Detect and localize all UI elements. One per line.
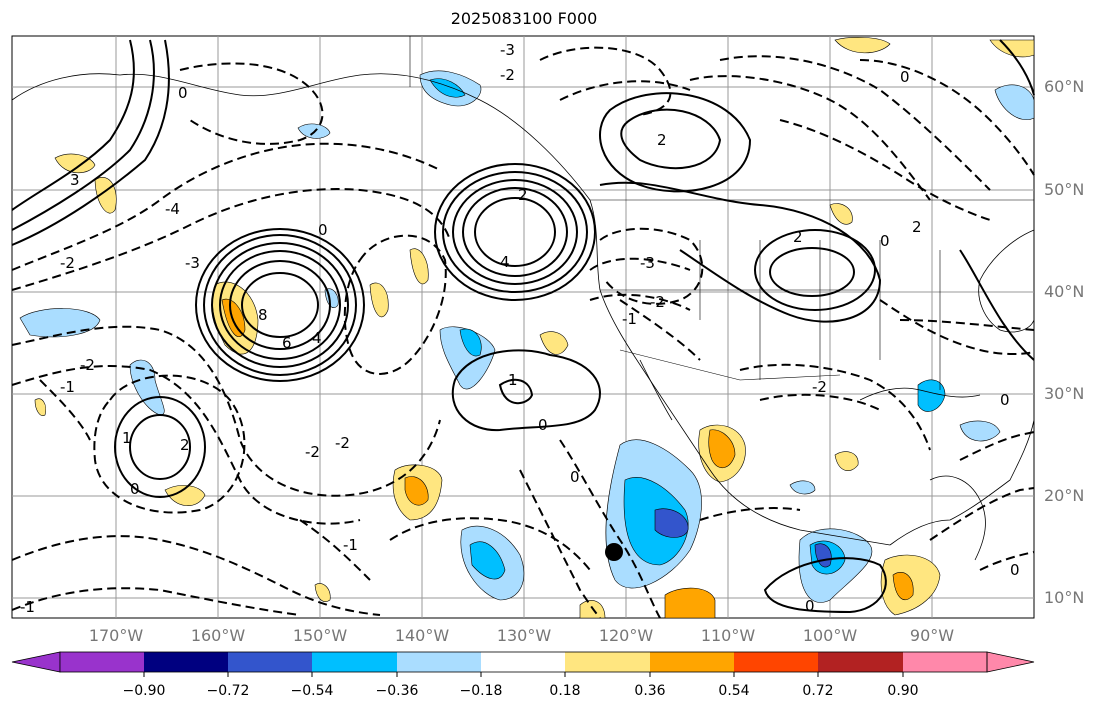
contour-label-0g: 0 (318, 221, 328, 239)
contour-label-0a: 0 (130, 480, 140, 498)
contour-label-m3b: -3 (500, 41, 515, 59)
lon-label-140w: 140°W (394, 626, 450, 645)
contour-label-6: 6 (282, 334, 292, 352)
colorbar-bin-11 (903, 652, 987, 672)
contour-label-m2g: -2 (812, 378, 827, 396)
colorbar-tick-9: 0.72 (802, 683, 834, 699)
colorbar-bin-8 (650, 652, 734, 672)
contour-label-0i: 0 (1000, 391, 1010, 409)
contour-label-m4: -4 (165, 200, 180, 218)
colorbar-tick-1: −0.90 (122, 683, 166, 699)
contour-label-m1b: -1 (343, 536, 358, 554)
contour-label-1a: 1 (122, 429, 132, 447)
contour-label-m1d: -1 (622, 310, 637, 328)
map-title: 2025083100 F000 (450, 9, 598, 28)
colorbar-bin-3 (228, 652, 312, 672)
contour-label-1b: 1 (508, 371, 518, 389)
contour-label-m3: -3 (185, 254, 200, 272)
contour-label-m2f: -2 (650, 293, 665, 311)
contour-label-2b: 2 (657, 131, 667, 149)
map-panel: 8 6 4 4 2 2 2 2 1 0 1 0 -2 -1 -2 -4 -3 -… (11, 35, 1035, 619)
colorbar (11, 651, 1035, 677)
colorbar-bin-10 (818, 652, 903, 672)
positive-contours (11, 39, 1035, 614)
contour-label-0j: 0 (1010, 561, 1020, 579)
contour-label-m2b: -2 (60, 254, 75, 272)
contour-labels: 8 6 4 4 2 2 2 2 1 0 1 0 -2 -1 -2 -4 -3 -… (20, 41, 1020, 616)
contour-label-0e: 0 (805, 597, 815, 615)
contour-label-0d: 0 (570, 468, 580, 486)
contour-label-0b: 0 (538, 416, 548, 434)
contour-label-0h: 0 (900, 68, 910, 86)
colorbar-tick-4: −0.36 (375, 683, 419, 699)
lat-label-10n: 10°N (1044, 588, 1085, 607)
lat-label-50n: 50°N (1044, 180, 1085, 199)
colorbar-under-arrow (11, 651, 61, 673)
colorbar-tick-8: 0.54 (718, 683, 750, 699)
contour-label-m2e: -2 (500, 66, 515, 84)
lon-label-130w: 130°W (496, 626, 552, 645)
contour-label-0c: 0 (880, 232, 890, 250)
colorbar-bin-2 (144, 652, 228, 672)
contour-label-8: 8 (258, 306, 268, 324)
colorbar-tick-10: 0.90 (887, 683, 919, 699)
contour-label-3: 3 (70, 171, 80, 189)
colorbar-bin-7 (565, 652, 650, 672)
contour-label-m2c: -2 (305, 443, 320, 461)
colorbar-over-arrow (986, 651, 1035, 673)
colorbar-tick-6: 0.18 (549, 683, 581, 699)
storm-center-marker (605, 543, 623, 561)
colorbar-bin-5 (397, 652, 481, 672)
contour-label-m3c: -3 (640, 254, 655, 272)
lon-label-150w: 150°W (292, 626, 348, 645)
contour-label-4b: 4 (500, 253, 510, 271)
colorbar-bin-1 (60, 652, 144, 672)
lon-label-100w: 100°W (802, 626, 858, 645)
lon-label-120w: 120°W (598, 626, 654, 645)
colorbar-tick-7: 0.36 (634, 683, 666, 699)
lat-label-40n: 40°N (1044, 282, 1085, 301)
colorbar-bin-9 (734, 652, 818, 672)
contour-label-2a: 2 (518, 186, 528, 204)
contour-label-m1a: -1 (60, 378, 75, 396)
colorbar-tick-3: −0.54 (290, 683, 334, 699)
colorbar-bin-4 (312, 652, 397, 672)
contour-label-m1c: -1 (20, 598, 35, 616)
colorbar-tick-2: −0.72 (206, 683, 250, 699)
contour-label-m2d: -2 (335, 434, 350, 452)
lon-label-110w: 110°W (700, 626, 756, 645)
lon-label-90w: 90°W (909, 626, 955, 645)
colorbar-bin-6 (481, 652, 565, 672)
contour-label-4: 4 (312, 329, 322, 347)
lat-label-30n: 30°N (1044, 384, 1085, 403)
contour-label-2e: 2 (912, 218, 922, 236)
lat-label-20n: 20°N (1044, 486, 1085, 505)
negative-contours (11, 46, 1035, 619)
lon-label-170w: 170°W (88, 626, 144, 645)
contour-label-0f: 0 (178, 84, 188, 102)
contour-label-m2a: -2 (80, 356, 95, 374)
shading-patches (19, 37, 1035, 619)
lon-label-160w: 160°W (190, 626, 246, 645)
contour-label-2d: 2 (180, 436, 190, 454)
coastlines (11, 73, 1035, 561)
colorbar-tick-5: −0.18 (459, 683, 503, 699)
contour-label-2c: 2 (793, 228, 803, 246)
lat-label-60n: 60°N (1044, 77, 1085, 96)
